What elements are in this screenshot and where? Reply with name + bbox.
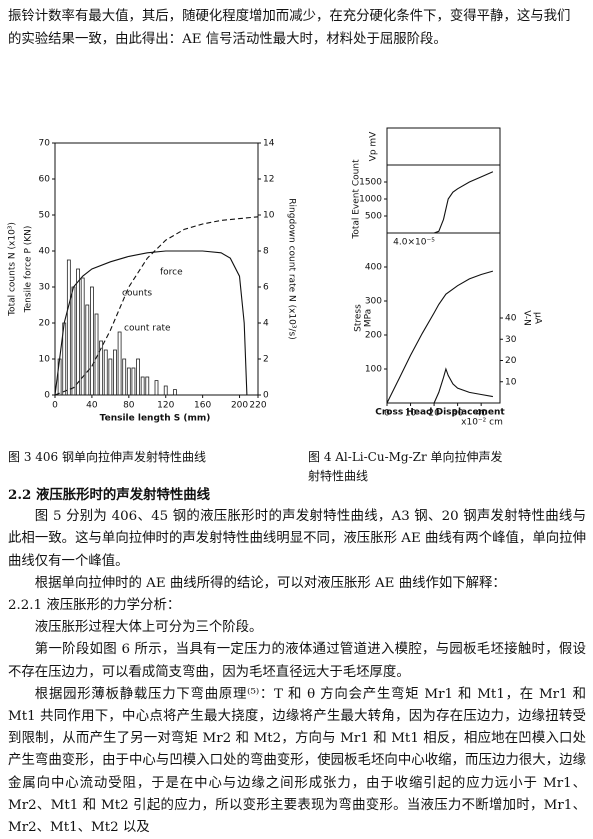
y-axis-title: MPa <box>364 309 374 327</box>
x-tick-label: 200 <box>231 401 248 411</box>
y2-axis-title: Ringdown count rate N (x10³/s) <box>287 198 297 339</box>
bar <box>154 380 159 396</box>
bar <box>136 358 140 396</box>
y-tick-label: 60 <box>39 175 51 185</box>
y-tick-label: 0 <box>44 391 50 401</box>
series-line <box>386 270 494 404</box>
y2-axis-title: V-N <box>522 310 532 326</box>
bar <box>99 340 104 396</box>
text-line: 的实验结果一致，由此得出：AE 信号活动性最大时，材料处于屈服阶段。 <box>8 32 447 47</box>
series-label: count rate <box>124 324 171 334</box>
text-line: 振铃计数率有最大值，其后，随硬化程度增加而减少，在充分硬化条件下，变得平静，这与… <box>8 9 571 24</box>
x-tick-label: 0 <box>52 401 58 411</box>
page: 振铃计数率有最大值，其后，随硬化程度增加而减少，在充分硬化条件下，变得平静，这与… <box>7 9 586 836</box>
y2-tick-label: 6 <box>263 283 269 293</box>
bar <box>113 349 117 396</box>
x-tick-label: 20 <box>428 409 440 419</box>
y2-tick-label: 10 <box>263 211 275 221</box>
y-tick-label: 20 <box>39 319 51 329</box>
y2-tick-label: 4 <box>263 319 269 329</box>
bar <box>85 304 90 396</box>
x-tick-label: 0 <box>384 409 390 419</box>
x-tick-label: 120 <box>157 401 174 411</box>
bar <box>108 358 113 396</box>
x-tick-label: 80 <box>123 401 135 411</box>
bar <box>94 313 99 396</box>
bar <box>57 358 62 396</box>
bar <box>117 331 122 396</box>
body-text: 2.2 液压胀形时的声发射特性曲线 图 5 分别为 406、45 钢的液压胀形时… <box>8 484 586 839</box>
bar <box>71 286 76 396</box>
y-axis-title: Tensile force P (KN) <box>24 226 34 314</box>
y2-tick-label: 20 <box>505 356 517 366</box>
paragraph: 第一阶段如图 6 所示，当具有一定压力的液体通过管道进入模腔，与园板毛坯接触时，… <box>8 642 586 680</box>
bar <box>140 376 145 396</box>
x-tick-label: 40 <box>86 401 98 411</box>
y-tick-label: 50 <box>39 211 51 221</box>
figure-caption: 图 4 Al-Li-Cu-Mg-Zr 单向拉伸声发射特性曲线 <box>308 450 503 483</box>
y2-axis-title: μA <box>533 312 543 325</box>
plot-frame <box>386 164 501 234</box>
x-tick-label: 160 <box>194 401 211 411</box>
bar <box>122 358 127 396</box>
paragraph: 根据单向拉伸时的 AE 曲线所得的结论，可以对液压胀形 AE 曲线作如下解释： <box>34 575 506 591</box>
annotation: 4.0×10⁻⁵ <box>393 238 435 248</box>
x-tick-label: 30 <box>452 409 464 419</box>
y2-tick-label: 8 <box>263 247 269 257</box>
series-line <box>433 171 494 234</box>
y-axis-title: Stress <box>354 304 364 332</box>
subsection-heading: 2.2.1 液压胀形的力学分析： <box>8 598 181 614</box>
y-tick-label: 30 <box>39 283 51 293</box>
bar <box>76 268 80 396</box>
bar <box>163 385 168 396</box>
y2-tick-label: 0 <box>263 391 269 401</box>
series-label: counts <box>122 289 152 299</box>
y2-tick-label: 40 <box>505 314 517 324</box>
bar <box>131 367 136 396</box>
series-label: force <box>160 268 183 278</box>
bar <box>90 286 94 396</box>
x-axis-title: Cross Head Displacement <box>375 408 505 418</box>
section-heading: 2.2 液压胀形时的声发射特性曲线 <box>8 487 211 503</box>
y-tick-label: 100 <box>365 365 382 375</box>
plot-frame <box>386 127 501 166</box>
paragraph: 根据园形薄板静载压力下弯曲原理⁽⁵⁾：T 和 θ 方向会产生弯矩 Mr1 和 M… <box>8 686 586 836</box>
series-line <box>54 250 248 396</box>
y-tick-label: 40 <box>39 247 51 257</box>
series-line <box>433 367 493 404</box>
y2-tick-label: 2 <box>263 355 269 365</box>
y-axis-title: Total Event Count <box>352 159 362 240</box>
x-tick-label: 40 <box>475 409 487 419</box>
bar <box>145 376 150 396</box>
bar <box>66 259 71 396</box>
y-tick-label: 1000 <box>359 195 382 205</box>
paragraph: 液压胀形过程大体上可分为三个阶段。 <box>34 620 263 636</box>
y2-tick-label: 14 <box>263 139 275 149</box>
y-tick-label: 70 <box>39 139 51 149</box>
bar <box>173 389 177 396</box>
y2-tick-label: 10 <box>505 377 517 387</box>
figures: 0 40 80 120 160 200 22001020304050607002468101… <box>8 127 543 428</box>
y2-tick-label: 12 <box>263 175 274 185</box>
bar <box>62 322 67 396</box>
y-tick-label: 1500 <box>359 178 382 188</box>
paragraph: 图 5 分别为 406、45 钢的液压胀形时的声发射特性曲线，A3 钢、20 钢… <box>8 509 586 569</box>
x-axis-unit: x10⁻² cm <box>461 418 503 428</box>
y-tick-label: 10 <box>39 355 51 365</box>
y-tick-label: 400 <box>365 263 382 273</box>
x-axis-title: Tensile length S (mm) <box>100 414 211 424</box>
y-axis-title: Vp mV <box>369 131 379 161</box>
figure-caption: 图 3 406 钢单向拉伸声发射特性曲线 <box>8 450 206 464</box>
bar <box>80 277 85 396</box>
y2-tick-label: 30 <box>505 335 517 345</box>
bar <box>103 349 108 396</box>
x-tick-label: 10 <box>405 409 417 419</box>
y-tick-label: 500 <box>365 212 382 222</box>
y-tick-label: 300 <box>365 297 382 307</box>
bar <box>126 367 131 396</box>
x-tick-label: 220 <box>249 401 266 411</box>
y-tick-label: 200 <box>365 331 382 341</box>
y-axis-title: Total counts N (x10³) <box>8 222 18 317</box>
